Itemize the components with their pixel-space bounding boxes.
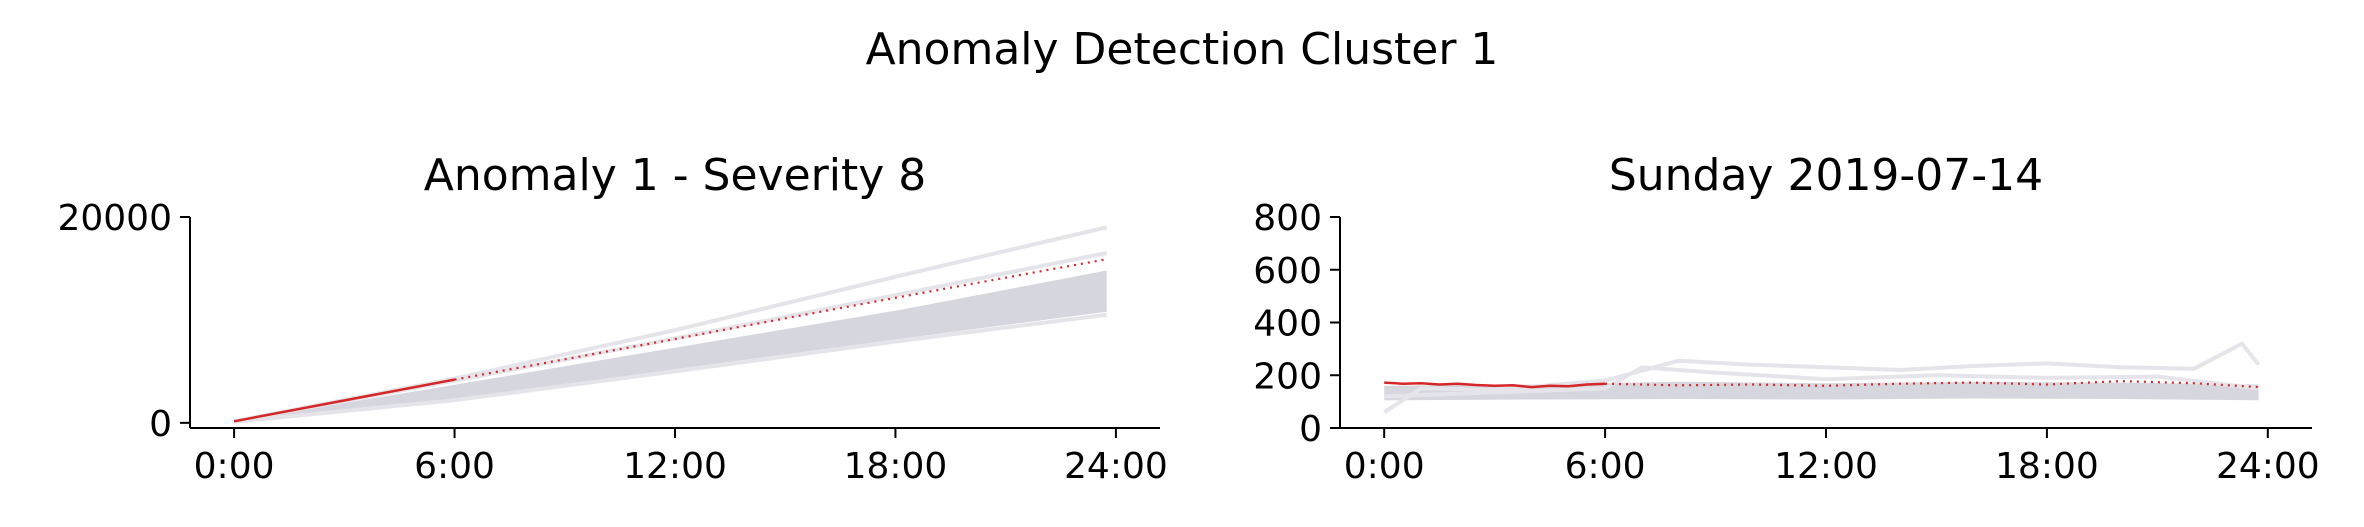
x-tick-label: 24:00 <box>1064 446 1168 487</box>
highlight-series-observed <box>1384 381 1606 389</box>
figure-suptitle: Anomaly Detection Cluster 1 <box>866 24 1499 75</box>
background-series-line <box>1383 341 2261 414</box>
y-tick-label: 600 <box>1253 251 1322 292</box>
chart-2: Sunday 2019-07-14 0:00 6:00 12:00 18:00 24:00… <box>1253 150 2319 487</box>
chart-1-title: Anomaly 1 - Severity 8 <box>424 150 927 201</box>
highlight-series-observed <box>233 378 455 423</box>
x-tick-label: 18:00 <box>844 446 948 487</box>
x-tick-label: 0:00 <box>194 446 275 487</box>
y-tick-label: 20000 <box>57 198 172 239</box>
x-tick-label: 6:00 <box>414 446 495 487</box>
highlight-series-expected <box>454 258 1107 381</box>
y-tick-label: 0 <box>149 404 172 445</box>
background-series-line <box>1384 365 2259 399</box>
x-tick-label: 12:00 <box>1774 446 1878 487</box>
chart-1: Anomaly 1 - Severity 8 0:00 6:00 12:00 18:00… <box>57 150 1167 487</box>
x-tick-label: 12:00 <box>623 446 727 487</box>
y-tick-label: 400 <box>1253 304 1322 345</box>
background-series-band <box>1384 381 2259 401</box>
x-tick-label: 6:00 <box>1565 446 1646 487</box>
x-tick-label: 24:00 <box>2216 446 2320 487</box>
background-series-line <box>233 312 1107 424</box>
y-tick-label: 200 <box>1253 356 1322 397</box>
x-tick-label: 18:00 <box>1995 446 2099 487</box>
chart-2-title: Sunday 2019-07-14 <box>1609 150 2043 201</box>
y-tick-label: 800 <box>1253 198 1322 239</box>
background-series-band <box>234 270 1107 423</box>
y-tick-label: 0 <box>1299 409 1322 450</box>
x-tick-label: 0:00 <box>1344 446 1425 487</box>
